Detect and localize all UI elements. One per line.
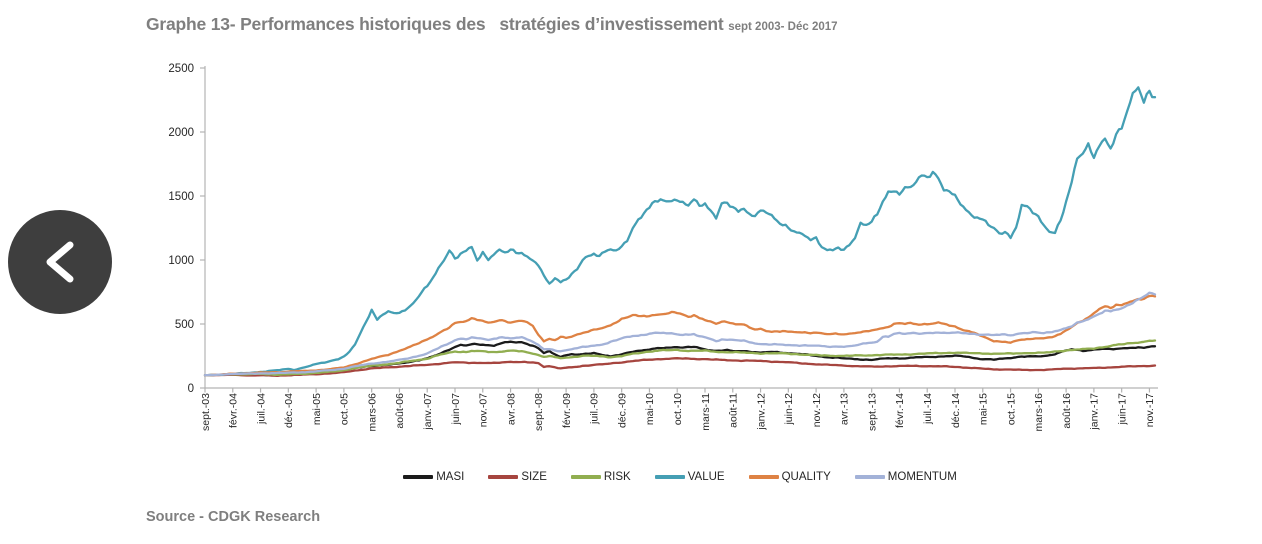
svg-text:juil.-04: juil.-04 [255, 393, 267, 425]
svg-text:nov.-17: nov.-17 [1144, 393, 1156, 427]
svg-text:janv.-12: janv.-12 [755, 393, 767, 431]
svg-text:0: 0 [188, 383, 194, 395]
svg-text:avr.-13: avr.-13 [839, 393, 851, 425]
legend-item-quality: QUALITY [748, 471, 831, 483]
legend-swatch-value [654, 475, 685, 479]
legend-swatch-momentum [854, 475, 885, 479]
legend-item-value: VALUE [654, 471, 725, 483]
legend-swatch-quality [748, 475, 779, 479]
legend-label-risk: RISK [603, 471, 631, 483]
legend-item-momentum: MOMENTUM [854, 471, 957, 483]
svg-text:oct.-05: oct.-05 [339, 393, 351, 425]
x-axis-labels: sept.-03 févr.-04 juil.-04 déc.-04 mai-05 oct… [200, 393, 1156, 432]
svg-text:févr.-09: févr.-09 [561, 393, 573, 428]
legend-swatch-size [488, 475, 519, 479]
svg-text:juil.-09: juil.-09 [589, 393, 601, 425]
legend-label-value: VALUE [687, 471, 725, 483]
svg-text:oct.-10: oct.-10 [672, 393, 684, 425]
legend-label-size: SIZE [521, 471, 547, 483]
svg-text:oct.-15: oct.-15 [1005, 393, 1017, 425]
series-line-momentum [203, 291, 1157, 377]
series-line-size [203, 357, 1157, 377]
svg-text:juin-07: juin-07 [450, 393, 462, 426]
svg-text:mai-15: mai-15 [978, 393, 990, 425]
svg-text:avr.-08: avr.-08 [505, 393, 517, 425]
chart-title: Graphe 13- Performances historiques des … [146, 14, 838, 35]
svg-text:août-06: août-06 [394, 393, 406, 429]
svg-text:juil.-14: juil.-14 [922, 393, 934, 425]
chart-legend: MASI SIZE RISK VALUE QUALITY MOMENTUM [205, 468, 1155, 486]
svg-text:janv.-07: janv.-07 [422, 393, 434, 431]
svg-text:août-11: août-11 [728, 393, 740, 428]
svg-text:nov.-07: nov.-07 [478, 393, 490, 427]
axes [200, 66, 1158, 393]
svg-text:févr.-14: févr.-14 [894, 393, 906, 428]
series-line-quality [203, 294, 1157, 377]
svg-text:juin-17: juin-17 [1116, 393, 1128, 426]
svg-text:mars-06: mars-06 [366, 393, 378, 432]
series-line-risk [203, 339, 1157, 377]
svg-text:1000: 1000 [168, 255, 194, 267]
source-note: Source - CDGK Research [146, 509, 321, 525]
legend-label-quality: QUALITY [781, 471, 831, 483]
svg-text:févr.-04: févr.-04 [228, 393, 240, 428]
svg-text:août-16: août-16 [1061, 393, 1073, 429]
legend-swatch-risk [570, 475, 601, 479]
back-button[interactable] [8, 210, 112, 314]
legend-item-risk: RISK [570, 471, 631, 483]
svg-text:mai-10: mai-10 [644, 393, 656, 425]
chevron-left-icon [46, 241, 74, 283]
svg-text:mars-11: mars-11 [700, 393, 712, 431]
svg-text:2000: 2000 [168, 127, 194, 139]
svg-text:nov.-12: nov.-12 [811, 393, 823, 427]
svg-text:1500: 1500 [168, 191, 194, 203]
svg-text:2500: 2500 [168, 63, 194, 75]
legend-label-masi: MASI [436, 471, 465, 483]
legend-swatch-masi [403, 475, 434, 479]
svg-text:janv.-17: janv.-17 [1089, 393, 1101, 431]
chart-title-daterange: sept 2003- Déc 2017 [728, 21, 838, 33]
legend-item-size: SIZE [488, 471, 547, 483]
legend-item-masi: MASI [403, 471, 464, 483]
svg-text:sept.-13: sept.-13 [866, 393, 878, 431]
svg-text:juin-12: juin-12 [783, 393, 795, 426]
svg-text:500: 500 [175, 319, 194, 331]
svg-text:déc.-09: déc.-09 [616, 393, 628, 428]
svg-text:déc.-14: déc.-14 [950, 393, 962, 428]
chart-title-text: Graphe 13- Performances historiques des … [146, 14, 729, 34]
legend-label-momentum: MOMENTUM [887, 471, 957, 483]
svg-text:mai-05: mai-05 [311, 393, 323, 425]
svg-text:mars-16: mars-16 [1033, 393, 1045, 432]
svg-text:sept.-03: sept.-03 [200, 393, 212, 431]
series-line-value [203, 86, 1157, 377]
svg-text:sept.-08: sept.-08 [533, 393, 545, 431]
svg-text:déc.-04: déc.-04 [283, 393, 295, 428]
y-axis-labels: 0 500 1000 1500 2000 2500 [168, 63, 194, 395]
